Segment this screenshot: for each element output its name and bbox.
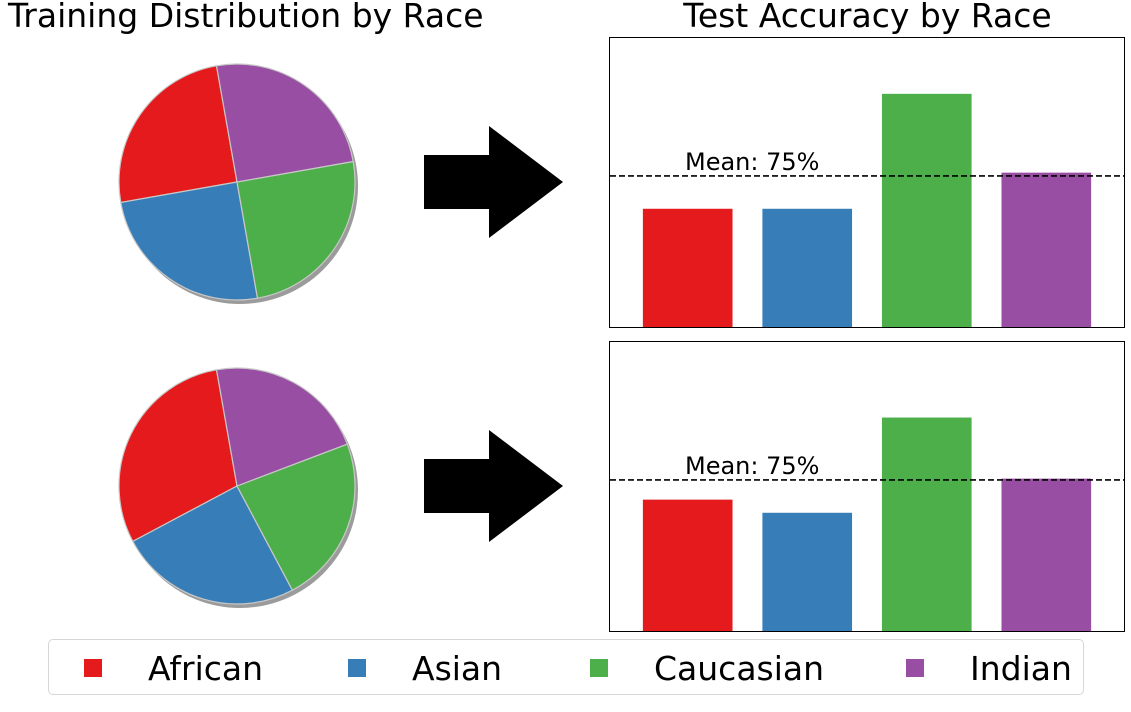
mean-label-top: Mean: 75% bbox=[685, 148, 819, 176]
plot-frame-top bbox=[609, 37, 1125, 328]
bar-african-bottom bbox=[642, 499, 733, 631]
legend-swatch-caucasian bbox=[590, 659, 608, 677]
legend-swatch-indian bbox=[906, 659, 924, 677]
legend: African Asian Caucasian Indian bbox=[48, 639, 1084, 695]
legend-swatch-asian bbox=[348, 659, 366, 677]
bar-indian-top bbox=[1001, 172, 1092, 327]
bar-indian-bottom bbox=[1001, 478, 1092, 631]
pie-slice-african-bottom bbox=[118, 369, 238, 543]
bar-asian-top bbox=[762, 208, 853, 327]
pie-slice-caucasian-bottom bbox=[236, 443, 356, 591]
plot-frame-bottom bbox=[609, 341, 1125, 632]
arrow-icon-bottom bbox=[424, 430, 563, 542]
pie-slice-african-top bbox=[118, 65, 238, 204]
legend-label-asian: Asian bbox=[412, 648, 503, 688]
bar-chart-top: Mean: 75% bbox=[609, 37, 1125, 328]
pie-chart-top bbox=[118, 63, 358, 304]
pie-slice-indian-bottom bbox=[215, 367, 349, 487]
arrow-icon-top bbox=[424, 126, 563, 238]
bar-african-top bbox=[642, 208, 733, 327]
pie-slice-asian-top bbox=[120, 181, 259, 301]
bar-caucasian-top bbox=[881, 93, 972, 327]
legend-item-indian: Indian bbox=[906, 646, 1072, 690]
legend-swatch-african bbox=[84, 659, 102, 677]
legend-label-indian: Indian bbox=[970, 648, 1072, 688]
legend-label-african: African bbox=[148, 648, 264, 688]
legend-item-african: African bbox=[84, 646, 263, 690]
bar-caucasian-bottom bbox=[881, 417, 972, 631]
pie-slice-indian-top bbox=[215, 63, 354, 183]
mean-label-bottom: Mean: 75% bbox=[685, 452, 819, 480]
legend-item-asian: Asian bbox=[348, 646, 502, 690]
pie-slice-caucasian-top bbox=[236, 160, 356, 299]
bar-chart-bottom: Mean: 75% bbox=[609, 341, 1125, 632]
chart-title-training-distribution: Training Distribution by Race bbox=[8, 0, 484, 35]
pie-chart-bottom bbox=[118, 367, 358, 608]
legend-item-caucasian: Caucasian bbox=[590, 646, 824, 690]
chart-title-test-accuracy: Test Accuracy by Race bbox=[683, 0, 1052, 35]
legend-label-caucasian: Caucasian bbox=[654, 648, 825, 688]
bar-asian-bottom bbox=[762, 512, 853, 631]
